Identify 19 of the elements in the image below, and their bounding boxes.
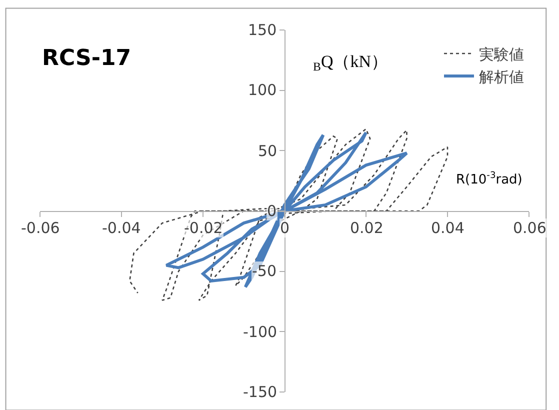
legend-label: 実験値: [479, 45, 524, 64]
y-tick-label: -150: [243, 383, 278, 401]
y-tick-label: 100: [248, 81, 277, 99]
y-tick-label: 150: [248, 21, 277, 39]
x-tick-label: 0.04: [431, 219, 464, 237]
x-tick-label: 0.02: [350, 219, 384, 237]
x-tick-label: -0.06: [21, 219, 60, 237]
y-axis-title: $_{B}$Q（kN）: [313, 52, 388, 74]
legend-label: 解析値: [479, 68, 524, 86]
text: RCS-17: [42, 46, 132, 71]
x-tick-label: -0.04: [102, 219, 141, 237]
x-tick-label: -0.02: [184, 219, 223, 237]
y-tick-label: 50: [258, 142, 278, 160]
x-tick-label: 0.06: [513, 219, 546, 237]
x-tick-label: 0: [280, 219, 290, 237]
y-tick-label: -50: [252, 262, 276, 280]
line-series: [164, 131, 408, 289]
x-axis-title: R(10$^{-3}$rad): [456, 171, 522, 188]
y-tick-label: -100: [243, 323, 278, 341]
